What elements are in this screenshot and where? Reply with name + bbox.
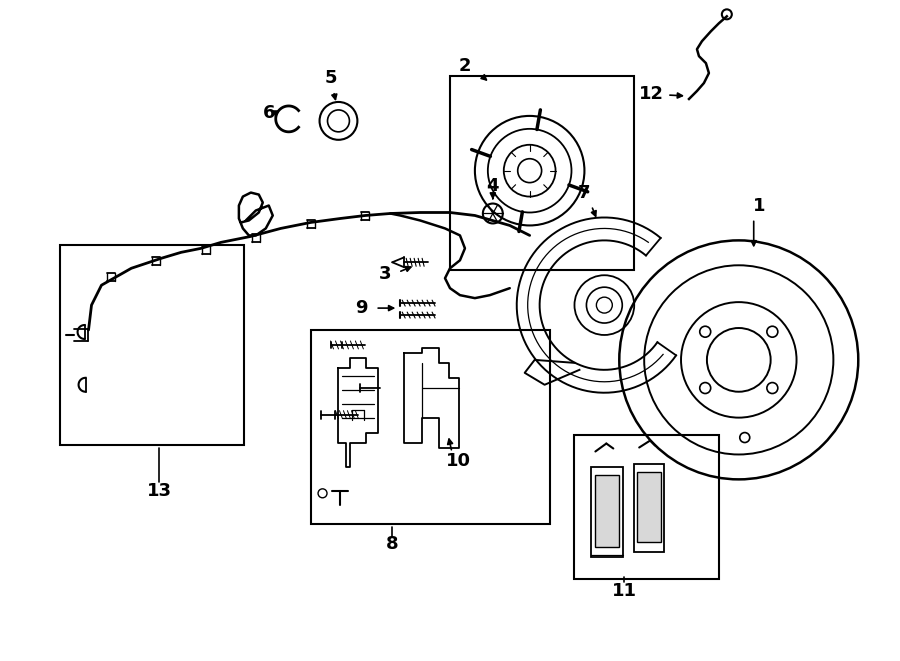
Text: 5: 5 bbox=[324, 69, 337, 87]
Polygon shape bbox=[596, 475, 619, 547]
Text: 3: 3 bbox=[379, 265, 392, 283]
Text: 13: 13 bbox=[147, 483, 172, 500]
Text: 6: 6 bbox=[263, 104, 275, 122]
Text: 12: 12 bbox=[639, 85, 663, 103]
Bar bbox=[450, 76, 634, 270]
Polygon shape bbox=[591, 467, 624, 557]
Polygon shape bbox=[634, 465, 664, 552]
Text: 11: 11 bbox=[612, 582, 637, 600]
Text: 9: 9 bbox=[356, 299, 367, 317]
Polygon shape bbox=[637, 473, 662, 542]
Bar bbox=[574, 434, 719, 579]
Bar bbox=[59, 245, 244, 444]
Text: 2: 2 bbox=[459, 57, 472, 75]
Text: 10: 10 bbox=[446, 452, 471, 471]
Text: 4: 4 bbox=[487, 176, 500, 194]
Text: 7: 7 bbox=[578, 184, 590, 202]
Text: 1: 1 bbox=[752, 196, 765, 215]
Bar bbox=[310, 330, 550, 524]
Text: 8: 8 bbox=[386, 535, 399, 553]
